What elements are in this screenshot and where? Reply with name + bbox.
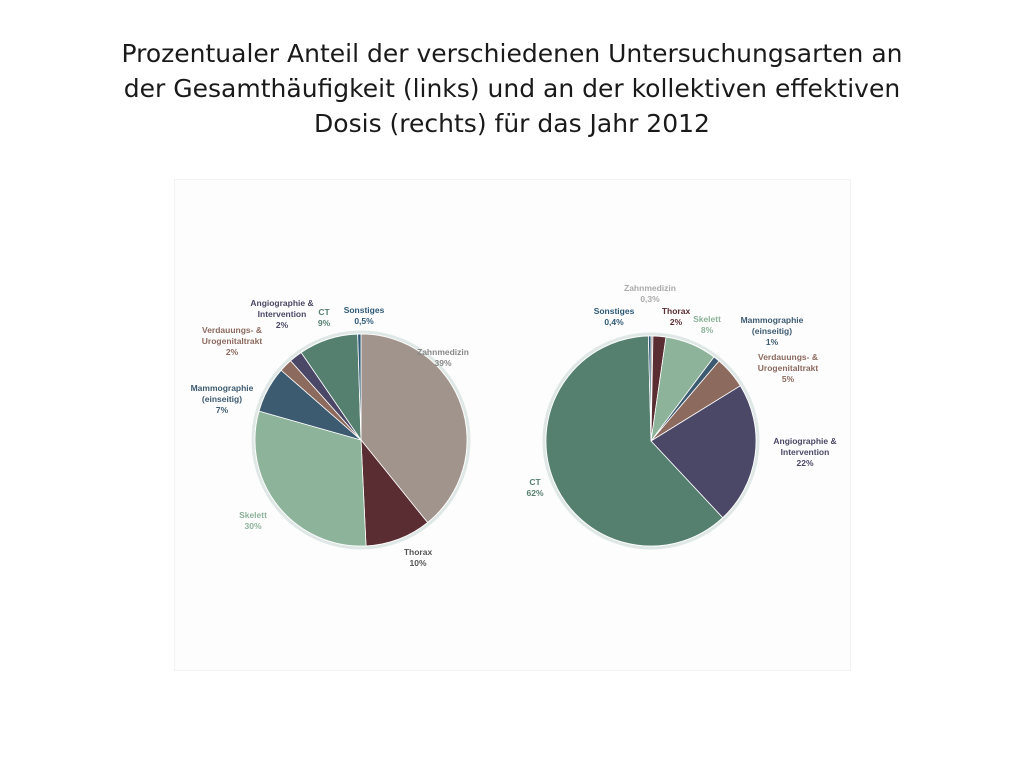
slice-label-mammographie-einseitig: Mammographie (einseitig) 1% — [741, 315, 804, 347]
slice-label-line: 0,5% — [354, 316, 374, 326]
slice-label-skelett: Skelett 8% — [693, 314, 721, 335]
slice-label-line: Zahnmedizin — [624, 283, 676, 293]
slice-label-ct: CT 9% — [318, 307, 331, 328]
slice-label-line: Zahnmedizin — [417, 347, 469, 357]
slice-label-line: 30% — [244, 521, 261, 531]
pie-slice-skelett — [254, 410, 367, 547]
slice-label-line: (einseitig) — [752, 326, 792, 336]
slice-label-line: 22% — [796, 458, 813, 468]
title-line-2: der Gesamthäufigkeit (links) und an der … — [123, 74, 901, 103]
slice-label-line: Intervention — [258, 309, 307, 319]
pie-slice-angiographie-intervention — [650, 385, 757, 519]
title-line-3: Dosis (rechts) für das Jahr 2012 — [314, 109, 710, 138]
slice-label-line: 2% — [226, 347, 239, 357]
pie-outline — [542, 332, 760, 550]
slice-label-sonstiges: Sonstiges 0,4% — [594, 306, 635, 327]
slice-label-line: 0,4% — [604, 317, 624, 327]
slice-label-line: 9% — [318, 318, 331, 328]
slice-label-verdauungs-urogenitaltrakt: Verdauungs- & Urogenitaltrakt 5% — [758, 352, 819, 384]
pie-outline — [251, 330, 471, 550]
slice-label-thorax: Thorax 10% — [404, 547, 433, 568]
slice-label-line: 39% — [434, 358, 451, 368]
slice-label-line: 2% — [670, 317, 683, 327]
slice-label-ct: CT 62% — [526, 477, 543, 498]
slice-label-line: Sonstiges — [594, 306, 635, 316]
pie-chart-left: Zahnmedizin 39% Thorax 10% Skelett 30% Mammogr… — [191, 298, 471, 568]
slice-label-line: Verdauungs- & — [758, 352, 818, 362]
pie-charts-svg: Zahnmedizin 39%Thorax 10%Skelett 30%Mammogr… — [191, 283, 837, 568]
slice-label-angiographie-intervention: Angiographie & Intervention 2% — [250, 298, 313, 330]
slice-label-zahnmedizin: Zahnmedizin 0,3% — [624, 283, 676, 304]
slice-label-line: 2% — [276, 320, 289, 330]
pie-chart-right: Zahnmedizin 0,3%Thorax 2% Skelett 8%Mammogra… — [526, 283, 837, 550]
slice-label-line: Mammographie — [191, 383, 254, 393]
pie-slice-sonstiges — [647, 335, 652, 442]
slide-title: Prozentualer Anteil der verschiedenen Un… — [40, 36, 984, 141]
slice-label-thorax: Thorax 2% — [662, 306, 691, 327]
slice-label-line: 10% — [409, 558, 426, 568]
slice-label-line: Angiographie & — [250, 298, 313, 308]
slice-label-line: (einseitig) — [202, 394, 242, 404]
slice-label-zahnmedizin: Zahnmedizin 39% — [417, 347, 469, 368]
slice-label-line: 0,3% — [640, 294, 660, 304]
slice-label-line: Verdauungs- & — [202, 325, 262, 335]
slice-label-line: Urogenitaltrakt — [758, 363, 819, 373]
slice-label-line: Skelett — [239, 510, 267, 520]
slice-label-line: Sonstiges — [344, 305, 385, 315]
pie-slice-zahnmedizin — [360, 333, 468, 524]
slice-label-line: 1% — [766, 337, 779, 347]
slice-label-line: Thorax — [662, 306, 691, 316]
slice-label-line: Urogenitaltrakt — [202, 336, 263, 346]
slice-label-line: Angiographie & — [773, 436, 836, 446]
slice-label-line: CT — [318, 307, 330, 317]
pie-slice-ct — [545, 335, 724, 547]
slice-label-sonstiges: Sonstiges 0,5% — [344, 305, 385, 326]
slice-label-line: 7% — [216, 405, 229, 415]
title-line-1: Prozentualer Anteil der verschiedenen Un… — [121, 39, 903, 68]
slice-label-line: Thorax — [404, 547, 433, 557]
slice-label-skelett: Skelett 30% — [239, 510, 267, 531]
slice-label-line: 8% — [701, 325, 714, 335]
slice-label-line: Skelett — [693, 314, 721, 324]
slice-label-angiographie-intervention: Angiographie & Intervention 22% — [773, 436, 836, 468]
slice-label-mammographie-einseitig: Mammographie (einseitig) 7% — [191, 383, 254, 415]
slice-label-line: 5% — [782, 374, 795, 384]
pie-slice-sonstiges — [357, 333, 362, 441]
slice-label-line: Mammographie — [741, 315, 804, 325]
chart-panel: Zahnmedizin 39% Thorax 10% Skelett 30% Mammogr… — [175, 180, 850, 670]
slice-label-line: Intervention — [781, 447, 830, 457]
slice-label-line: CT — [529, 477, 541, 487]
slice-label-verdauungs-urogenitaltrakt: Verdauungs- & Urogenitaltrakt 2% — [202, 325, 263, 357]
slice-label-line: 62% — [526, 488, 543, 498]
